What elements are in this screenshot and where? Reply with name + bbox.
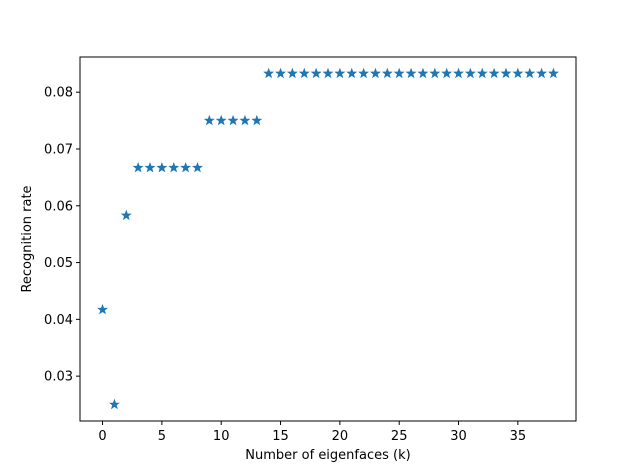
- data-point-star: [453, 67, 465, 79]
- data-point-star: [215, 114, 227, 126]
- data-point-star: [488, 67, 500, 79]
- x-tick-label: 30: [450, 429, 467, 444]
- data-point-star: [381, 67, 393, 79]
- data-point-star: [144, 161, 156, 173]
- data-point-star: [417, 67, 429, 79]
- data-point-star: [429, 67, 441, 79]
- data-point-star: [180, 161, 192, 173]
- data-point-star: [524, 67, 536, 79]
- data-point-star: [286, 67, 298, 79]
- data-point-star: [322, 67, 334, 79]
- data-point-star: [191, 161, 203, 173]
- data-point-star: [464, 67, 476, 79]
- y-tick-label: 0.07: [44, 142, 73, 157]
- x-tick-label: 15: [272, 429, 289, 444]
- data-point-star: [536, 67, 548, 79]
- y-tick-label: 0.06: [44, 199, 73, 214]
- plot-area: [79, 56, 577, 422]
- x-axis-ticks: 0 5 10 15 20 25 30 35: [98, 421, 526, 444]
- data-point-star: [358, 67, 370, 79]
- data-point-star: [298, 67, 310, 79]
- data-point-star: [203, 114, 215, 126]
- data-point-star: [405, 67, 417, 79]
- y-tick-label: 0.03: [44, 370, 73, 385]
- x-tick-label: 10: [213, 429, 230, 444]
- data-point-star: [120, 209, 132, 221]
- data-point-star: [251, 114, 263, 126]
- y-tick-label: 0.05: [44, 256, 73, 271]
- x-tick-label: 5: [158, 429, 166, 444]
- data-point-star: [393, 67, 405, 79]
- y-tick-label: 0.04: [44, 313, 73, 328]
- data-point-star: [168, 161, 180, 173]
- data-point-star: [547, 67, 559, 79]
- data-point-star: [346, 67, 358, 79]
- data-point-star: [310, 67, 322, 79]
- x-tick-label: 0: [98, 429, 106, 444]
- data-point-star: [476, 67, 488, 79]
- data-point-star: [156, 161, 168, 173]
- data-point-star: [441, 67, 453, 79]
- data-points: [97, 67, 559, 410]
- data-point-star: [108, 398, 120, 410]
- x-tick-label: 25: [391, 429, 408, 444]
- data-point-star: [369, 67, 381, 79]
- y-axis-label: Recognition rate: [20, 185, 35, 292]
- data-point-star: [275, 67, 287, 79]
- data-point-star: [227, 114, 239, 126]
- x-tick-label: 35: [510, 429, 527, 444]
- x-tick-label: 20: [332, 429, 349, 444]
- y-axis-ticks: 0.03 0.04 0.05 0.06 0.07 0.08: [44, 86, 80, 385]
- data-point-star: [239, 114, 251, 126]
- y-tick-label: 0.08: [44, 86, 73, 101]
- data-point-star: [97, 303, 109, 315]
- data-point-star: [263, 67, 275, 79]
- data-point-star: [500, 67, 512, 79]
- x-axis-label: Number of eigenfaces (k): [245, 448, 410, 463]
- data-point-star: [132, 161, 144, 173]
- data-point-star: [512, 67, 524, 79]
- data-point-star: [334, 67, 346, 79]
